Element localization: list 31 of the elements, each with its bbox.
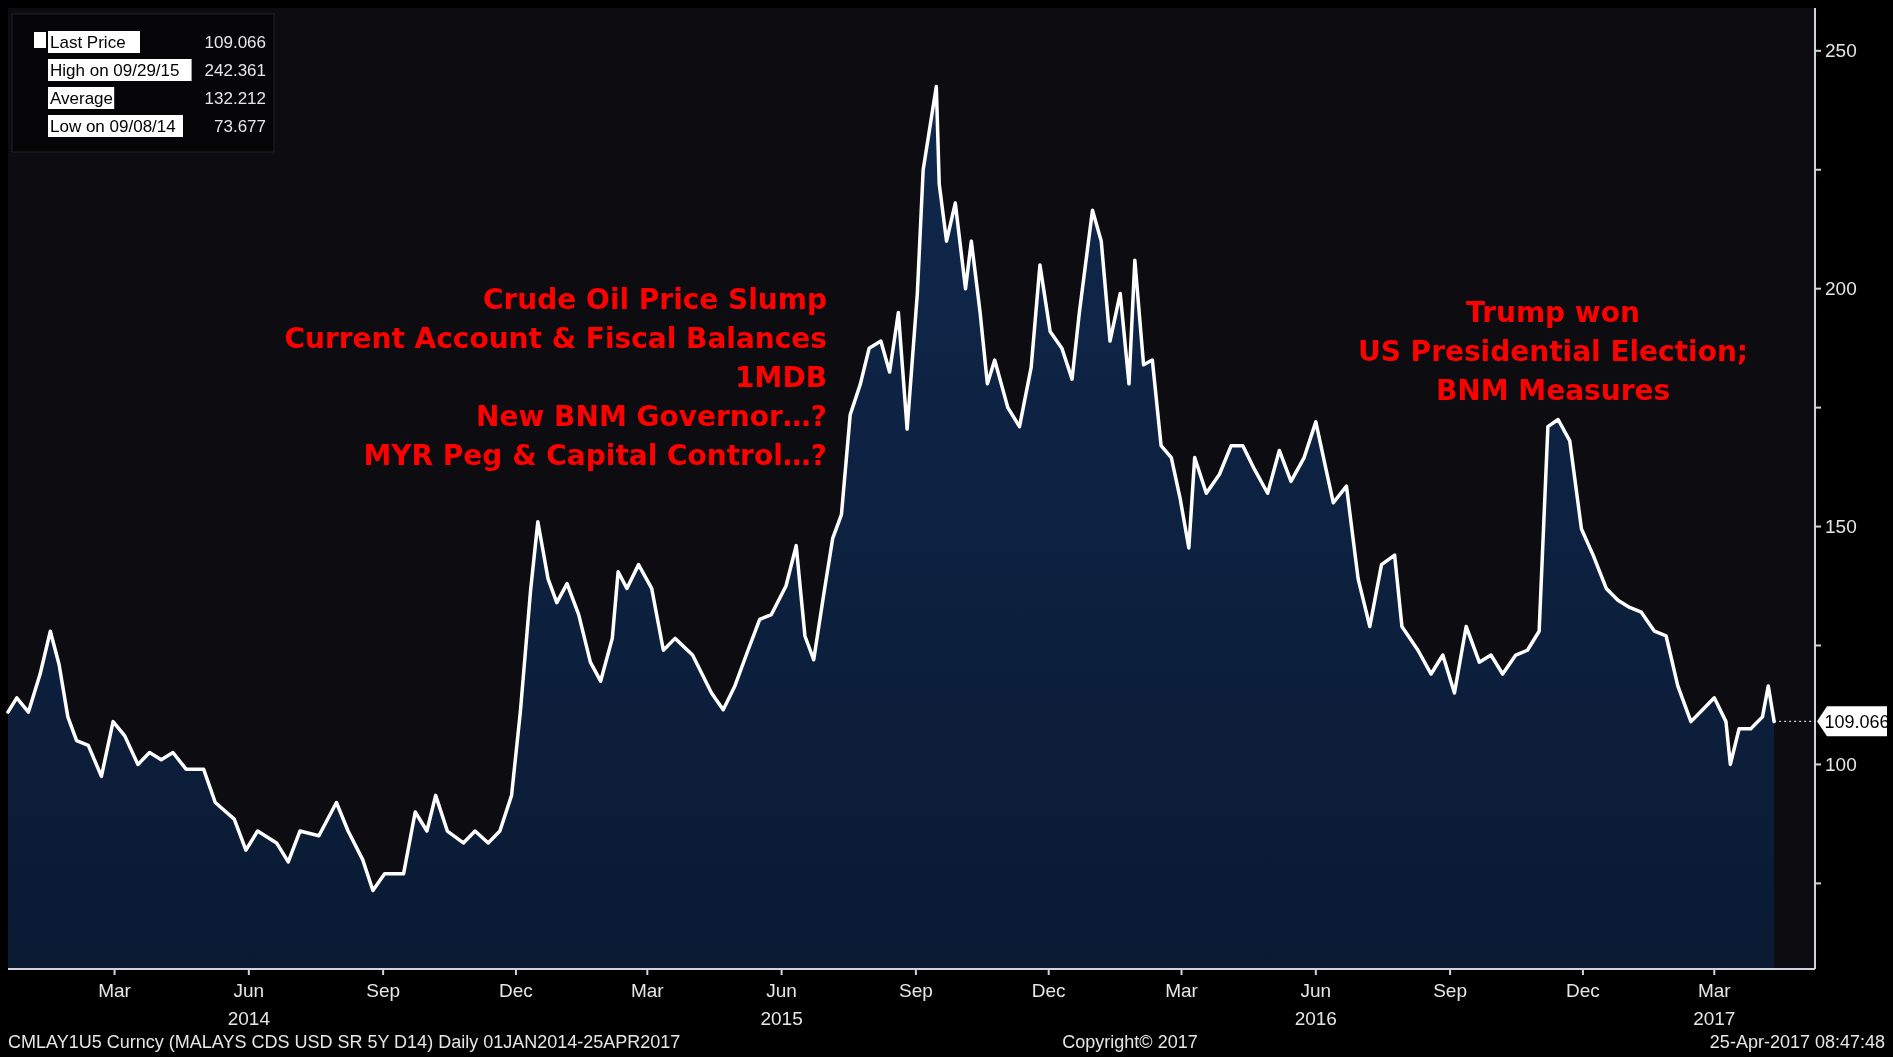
x-tick-label: Mar: [1165, 980, 1199, 1001]
annotation: Trump won US Presidential Election; BNM Measures: [1357, 296, 1749, 407]
x-tick-label: Jun 2015: [760, 980, 803, 1029]
annotation: Average: [50, 88, 114, 108]
legend-label: Last Price: [50, 32, 126, 52]
annotation: Low on 09/08/14: [50, 116, 176, 136]
x-tick-label: Dec: [1566, 980, 1600, 1001]
x-tick-label: Sep: [1433, 980, 1467, 1001]
y-tick-label: 250: [1825, 40, 1857, 62]
annotation: 73.677: [214, 116, 266, 136]
annotation: Crude Oil Price Slump Current Account & Fiscal Balances 1MDB New BNM Governor…? MYR Peg & Capital Control…?: [284, 283, 827, 472]
x-tick-label: Dec: [1031, 980, 1066, 1001]
x-tick-label: Dec: [499, 980, 533, 1001]
text: 25-Apr-2017 08:47:48: [1709, 1032, 1885, 1052]
annotation: 109.066: [1824, 711, 1890, 732]
x-tick-label: Jun 2014: [227, 980, 271, 1029]
y-tick-label: 150: [1825, 516, 1857, 538]
y-tick-label: 100: [1825, 754, 1857, 776]
text: 109.066: [204, 32, 266, 52]
x-tick-label: Jun 2016: [1294, 980, 1337, 1029]
x-tick-label: Sep: [898, 980, 933, 1001]
x-tick-label: Mar: [98, 980, 132, 1001]
text: Copyright© 2017: [1062, 1032, 1198, 1052]
x-tick-label: Mar 2017: [1693, 980, 1736, 1029]
annotation: High on 09/29/15: [50, 60, 180, 80]
annotation: 242.361: [204, 60, 266, 80]
text: CMLAY1U5 Curncy (MALAYS CDS USD SR 5Y D14) Daily 01JAN2014-25APR2017: [8, 1032, 681, 1052]
annotation: 132.212: [204, 88, 266, 108]
x-tick-label: Mar: [630, 980, 665, 1001]
x-tick-label: Sep: [366, 980, 401, 1001]
y-tick-label: 200: [1825, 278, 1857, 300]
